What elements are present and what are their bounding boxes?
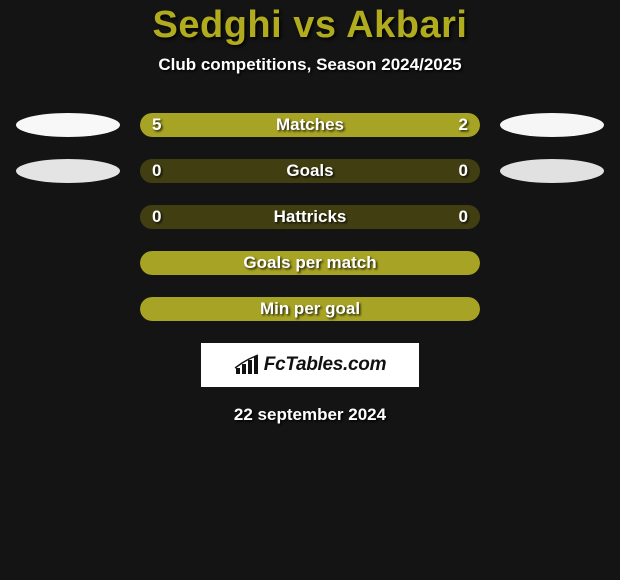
- stat-row: Goals per match: [0, 251, 620, 275]
- page-title: Sedghi vs Akbari: [0, 4, 620, 47]
- stat-label: Min per goal: [140, 297, 480, 321]
- player-left-marker: [16, 159, 120, 183]
- stat-rows: 52Matches 00Goals 00Hattricks Goals per mat…: [0, 113, 620, 321]
- stat-row: 00Hattricks: [0, 205, 620, 229]
- spacer: [16, 205, 120, 229]
- stat-label: Matches: [140, 113, 480, 137]
- spacer: [500, 297, 604, 321]
- stat-bar: 00Hattricks: [140, 205, 480, 229]
- stat-label: Goals: [140, 159, 480, 183]
- spacer: [500, 205, 604, 229]
- spacer: [500, 251, 604, 275]
- stat-bar: 00Goals: [140, 159, 480, 183]
- logo-text: FcTables.com: [264, 354, 386, 376]
- stat-label: Hattricks: [140, 205, 480, 229]
- stat-label: Goals per match: [140, 251, 480, 275]
- subtitle: Club competitions, Season 2024/2025: [0, 55, 620, 75]
- player-right-marker: [500, 113, 604, 137]
- stat-bar: Min per goal: [140, 297, 480, 321]
- stat-bar: Goals per match: [140, 251, 480, 275]
- date-text: 22 september 2024: [0, 405, 620, 425]
- stat-row: 52Matches: [0, 113, 620, 137]
- stat-row: Min per goal: [0, 297, 620, 321]
- stat-row: 00Goals: [0, 159, 620, 183]
- player-left-marker: [16, 113, 120, 137]
- spacer: [16, 297, 120, 321]
- logo-badge: FcTables.com: [201, 343, 419, 387]
- stat-bar: 52Matches: [140, 113, 480, 137]
- bar-chart-icon: [234, 354, 260, 376]
- comparison-infographic: Sedghi vs Akbari Club competitions, Seas…: [0, 0, 620, 425]
- spacer: [16, 251, 120, 275]
- player-right-marker: [500, 159, 604, 183]
